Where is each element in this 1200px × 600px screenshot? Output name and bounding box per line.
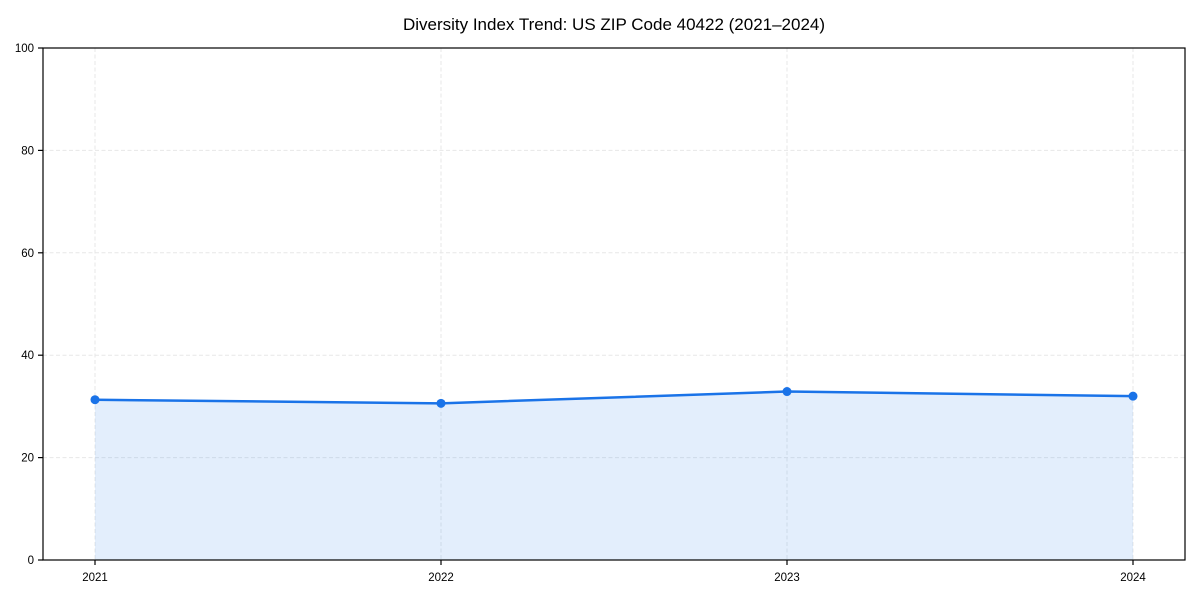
y-tick-label: 60 <box>21 248 34 260</box>
y-tick-label: 100 <box>15 43 34 55</box>
grid-layer <box>43 47 1185 561</box>
series-line <box>93 390 1135 405</box>
data-point-marker <box>436 398 446 408</box>
y-tick-label: 20 <box>21 453 34 465</box>
x-tick-label: 2023 <box>774 572 800 584</box>
tick-labels-layer: 2021 2022 2023 2024 0 20 40 60 80 100 <box>15 43 1147 584</box>
data-point-marker <box>1128 391 1138 401</box>
series-layer <box>90 387 1138 560</box>
y-tick-label: 40 <box>21 350 34 362</box>
x-tick-label: 2024 <box>1120 572 1146 584</box>
chart-title: Diversity Index Trend: US ZIP Code 40422… <box>403 15 825 34</box>
axes-layer <box>38 47 1186 565</box>
x-tick-label: 2022 <box>428 572 454 584</box>
data-point-marker <box>782 387 792 397</box>
y-tick-label: 0 <box>28 555 34 567</box>
series-area-fill <box>95 391 1133 560</box>
plot-border <box>42 47 1186 561</box>
y-tick-label: 80 <box>21 145 34 157</box>
data-point-marker <box>90 395 100 405</box>
x-tick-label: 2021 <box>82 572 108 584</box>
